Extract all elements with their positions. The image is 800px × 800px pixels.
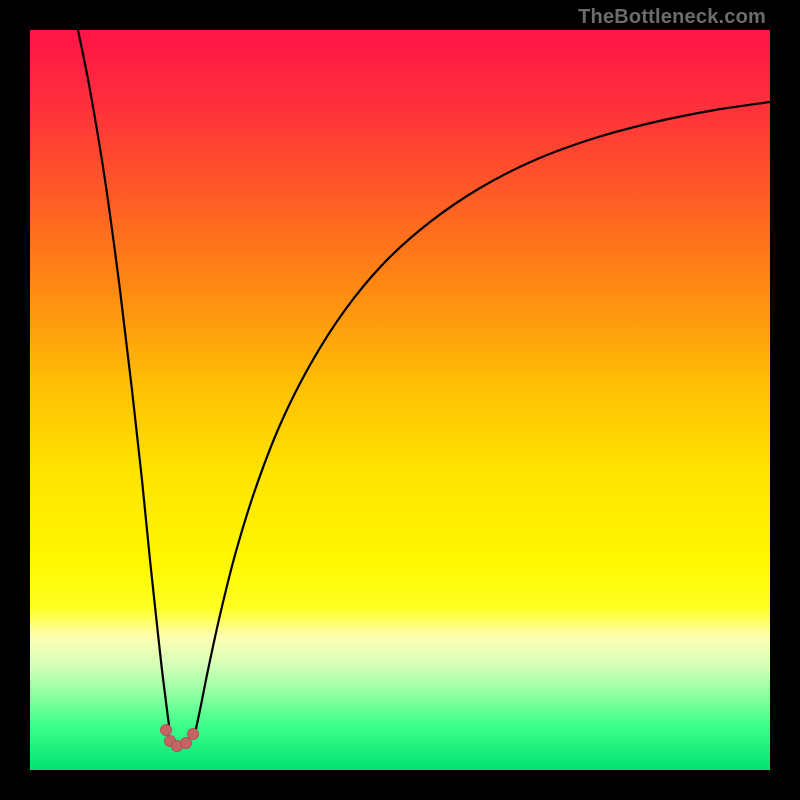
plot-area xyxy=(30,30,770,770)
chart-frame: TheBottleneck.com xyxy=(0,0,800,800)
marker-dot xyxy=(188,729,199,740)
trough-markers xyxy=(161,725,199,752)
marker-dot xyxy=(181,738,192,749)
curve-layer xyxy=(30,30,770,770)
curve-left-branch xyxy=(78,30,170,733)
curve-right-branch xyxy=(195,102,770,733)
watermark-text: TheBottleneck.com xyxy=(578,6,766,29)
marker-dot xyxy=(161,725,172,736)
